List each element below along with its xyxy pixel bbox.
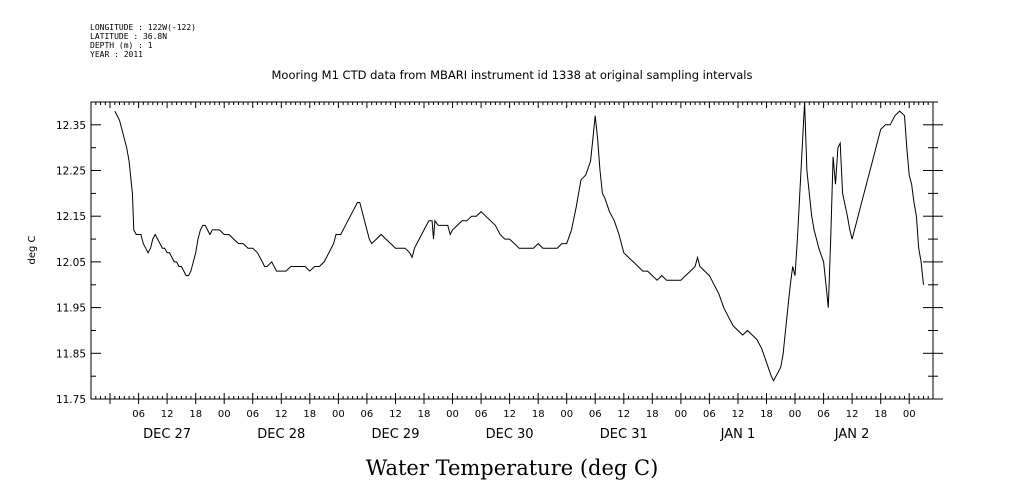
x-hour-label: 06 (132, 409, 145, 420)
y-tick-label: 11.85 (56, 348, 86, 360)
x-hour-label: 18 (303, 409, 316, 420)
x-hour-label: 12 (617, 409, 630, 420)
x-hour-label: 00 (218, 409, 231, 420)
x-hour-label: 06 (361, 409, 374, 420)
x-axis-hour-labels: 06 12 18 00 06 12 18 00 06 12 18 00 06 12 18 00 06 12 18 00… (132, 409, 915, 420)
y-tick-label: 12.25 (56, 166, 86, 178)
x-hour-label: 00 (675, 409, 688, 420)
x-axis-day-labels: DEC 27 DEC 28 DEC 29 DEC 30 DEC 31 JAN 1 JAN 2 (143, 427, 869, 442)
x-hour-label: 06 (475, 409, 488, 420)
x-day-label: DEC 28 (257, 427, 305, 442)
x-hour-label: 06 (703, 409, 716, 420)
x-hour-label: 06 (589, 409, 602, 420)
chart-title: Mooring M1 CTD data from MBARI instrumen… (272, 68, 753, 82)
x-hour-label: 06 (246, 409, 259, 420)
x-hour-label: 00 (789, 409, 802, 420)
x-day-label: DEC 27 (143, 427, 191, 442)
longitude-text: LONGITUDE : 122W(-122) (90, 23, 196, 32)
x-hour-label: 12 (275, 409, 288, 420)
year-text: YEAR : 2011 (90, 50, 143, 59)
y-axis-tick-labels: 11.75 11.85 11.95 12.05 12.15 12.25 12.35 (56, 120, 86, 406)
x-hour-label: 18 (189, 409, 202, 420)
y-axis-label: deg C (27, 235, 38, 264)
x-axis-label: Water Temperature (deg C) (366, 456, 659, 480)
x-hour-label: 06 (817, 409, 830, 420)
x-hour-label: 12 (389, 409, 402, 420)
metadata-block: LONGITUDE : 122W(-122) LATITUDE : 36.8N … (90, 23, 196, 59)
latitude-text: LATITUDE : 36.8N (90, 32, 167, 41)
x-hour-label: 18 (532, 409, 545, 420)
y-axis-ticks (91, 101, 943, 400)
x-axis-ticks (95, 102, 929, 404)
x-hour-label: 00 (332, 409, 345, 420)
x-day-label: DEC 30 (486, 427, 534, 442)
x-hour-label: 18 (418, 409, 431, 420)
x-day-label: JAN 1 (720, 427, 756, 442)
plot-frame (90, 101, 934, 400)
y-tick-label: 11.95 (56, 303, 86, 315)
x-hour-label: 12 (161, 409, 174, 420)
x-hour-label: 18 (760, 409, 773, 420)
x-day-label: DEC 29 (372, 427, 420, 442)
x-day-label: JAN 2 (834, 427, 870, 442)
x-day-label: DEC 31 (600, 427, 648, 442)
series-line-water-temperature (114, 101, 924, 382)
y-tick-label: 12.15 (56, 211, 86, 223)
x-hour-label: 18 (874, 409, 887, 420)
y-tick-label: 11.75 (56, 394, 86, 406)
y-tick-label: 12.05 (56, 257, 86, 269)
x-hour-label: 12 (503, 409, 516, 420)
y-tick-label: 12.35 (56, 120, 86, 132)
x-hour-label: 00 (903, 409, 916, 420)
x-hour-label: 18 (646, 409, 659, 420)
x-hour-label: 00 (560, 409, 573, 420)
x-hour-label: 00 (446, 409, 459, 420)
x-hour-label: 12 (732, 409, 745, 420)
depth-text: DEPTH (m) : 1 (90, 41, 153, 50)
x-hour-label: 12 (846, 409, 859, 420)
